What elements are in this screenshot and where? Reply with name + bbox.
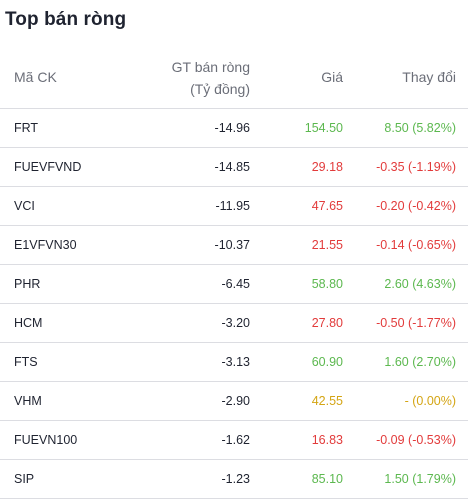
table-row[interactable]: VCI -11.95 47.65 -0.20 (-0.42%) [0, 187, 468, 226]
price-change: -0.20 (-0.42%) [376, 199, 456, 213]
column-header-net-sell-value: GT bán ròng (Tỷ đồng) [172, 56, 250, 100]
net-sell-value: -14.85 [214, 160, 250, 174]
table-row[interactable]: HCM -3.20 27.80 -0.50 (-1.77%) [0, 304, 468, 343]
table-body: FRT -14.96 154.50 8.50 (5.82%) FUEVFVND … [0, 109, 468, 499]
price: 47.65 [311, 199, 343, 213]
stock-code[interactable]: FUEVFVND [14, 160, 82, 174]
column-header-price: Giá [321, 69, 343, 85]
widget-title: Top bán ròng [5, 9, 127, 30]
price-change: -0.09 (-0.53%) [376, 433, 456, 447]
table-row[interactable]: VHM -2.90 42.55 - (0.00%) [0, 382, 468, 421]
price: 154.50 [304, 121, 343, 135]
net-sell-value: -3.20 [221, 316, 251, 330]
net-sell-value: -1.62 [221, 433, 251, 447]
table-row[interactable]: FUEVFVND -14.85 29.18 -0.35 (-1.19%) [0, 148, 468, 187]
price: 21.55 [311, 238, 343, 252]
table-header: Mã CK GT bán ròng (Tỷ đồng) Giá Thay đổi [0, 56, 468, 109]
stock-code[interactable]: E1VFVN30 [14, 238, 77, 252]
net-sell-value: -3.13 [221, 355, 251, 369]
table-row[interactable]: SIP -1.23 85.10 1.50 (1.79%) [0, 460, 468, 499]
stock-code[interactable]: FRT [14, 121, 39, 135]
net-sell-value: -2.90 [221, 394, 251, 408]
stock-code[interactable]: FUEVN100 [14, 433, 78, 447]
price: 58.80 [311, 277, 343, 291]
price-change: 2.60 (4.63%) [384, 277, 456, 291]
price-change: 8.50 (5.82%) [384, 121, 456, 135]
net-sell-value: -6.45 [221, 277, 251, 291]
net-sell-value: -1.23 [221, 472, 251, 486]
stock-code[interactable]: HCM [14, 316, 43, 330]
net-sell-value: -11.95 [215, 199, 250, 213]
price: 60.90 [311, 355, 343, 369]
table-row[interactable]: FRT -14.96 154.50 8.50 (5.82%) [0, 109, 468, 148]
table-row[interactable]: FTS -3.13 60.90 1.60 (2.70%) [0, 343, 468, 382]
table-row[interactable]: E1VFVN30 -10.37 21.55 -0.14 (-0.65%) [0, 226, 468, 265]
table-row[interactable]: PHR -6.45 58.80 2.60 (4.63%) [0, 265, 468, 304]
price-change: -0.35 (-1.19%) [376, 160, 456, 174]
net-sell-value: -14.96 [214, 121, 250, 135]
net-sell-value: -10.37 [214, 238, 250, 252]
price: 27.80 [311, 316, 343, 330]
price: 42.55 [311, 394, 343, 408]
column-header-net-sell-value-line1: GT bán ròng [171, 59, 250, 75]
price: 16.83 [311, 433, 343, 447]
table-row[interactable]: FUEVN100 -1.62 16.83 -0.09 (-0.53%) [0, 421, 468, 460]
stock-code[interactable]: PHR [14, 277, 41, 291]
stock-code[interactable]: SIP [14, 472, 35, 486]
price-change: 1.50 (1.79%) [384, 472, 456, 486]
price-change: - (0.00%) [404, 394, 456, 408]
column-header-code: Mã CK [14, 69, 57, 85]
column-header-change: Thay đổi [402, 69, 456, 85]
stock-code[interactable]: VHM [14, 394, 42, 408]
stock-code[interactable]: FTS [14, 355, 38, 369]
price-change: 1.60 (2.70%) [384, 355, 456, 369]
stock-code[interactable]: VCI [14, 199, 35, 213]
column-header-net-sell-value-line2: (Tỷ đồng) [190, 81, 250, 97]
price-change: -0.14 (-0.65%) [376, 238, 456, 252]
price: 85.10 [311, 472, 343, 486]
price-change: -0.50 (-1.77%) [376, 316, 456, 330]
price: 29.18 [311, 160, 343, 174]
